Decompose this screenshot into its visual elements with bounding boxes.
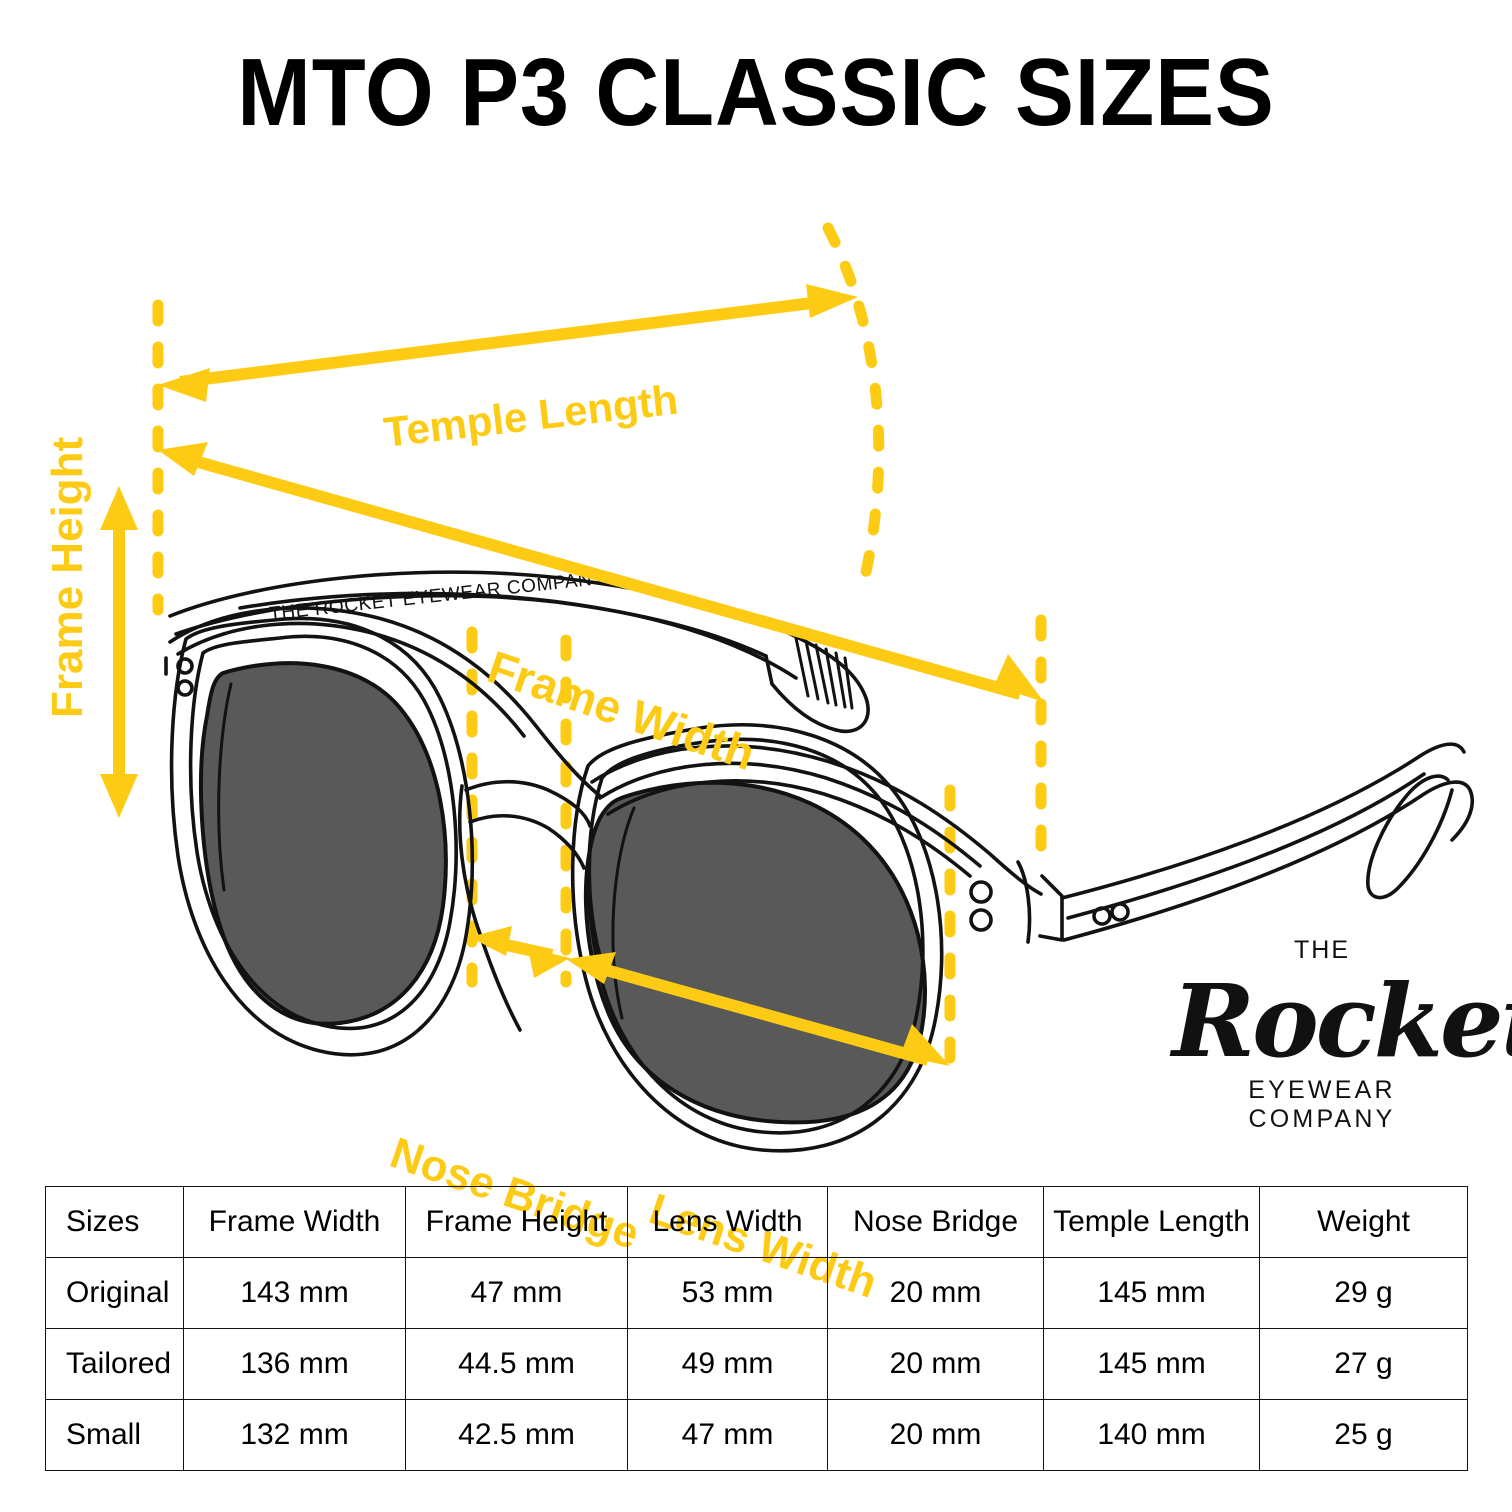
cell-nose-bridge: 20 mm [827, 1257, 1044, 1329]
left-temple-tip [764, 630, 870, 734]
frame-width-arrow-shaft [182, 452, 1022, 700]
nose-bridge-left-edge [457, 784, 522, 1032]
frame-brow-right-inner [598, 761, 982, 868]
cell-temple-length: 145 mm [1043, 1257, 1260, 1329]
temple-length-arrowhead-left [158, 368, 210, 402]
column-header-weight: Weight [1259, 1186, 1468, 1258]
frame-brow-left-inner [176, 621, 526, 738]
right-endpiece [1038, 874, 1064, 942]
left-temple-spine [238, 591, 798, 680]
left-rivet-top [176, 657, 194, 675]
left-temple-grip-lines [794, 636, 854, 710]
right-temple-spine [1066, 772, 1426, 920]
cell-size-name: Tailored [45, 1328, 184, 1400]
cell-frame-height: 42.5 mm [405, 1399, 628, 1471]
cell-frame-width: 143 mm [183, 1257, 406, 1329]
measurement-arrows [100, 284, 1044, 1066]
logo-subtitle: EYEWEAR COMPANY [1248, 1076, 1396, 1133]
column-header-temple-length: Temple Length [1043, 1186, 1260, 1258]
left-frame-rim-inner [188, 634, 458, 1031]
label-frame-height: Frame Height [43, 436, 92, 718]
cell-weight: 27 g [1259, 1328, 1468, 1400]
right-frame-rim [570, 723, 944, 1153]
cell-size-name: Small [45, 1399, 184, 1471]
size-spec-table: Sizes Frame Width Frame Height Lens Widt… [45, 1186, 1468, 1471]
table-row: Original 143 mm 47 mm 53 mm 20 mm 145 mm… [45, 1257, 1468, 1329]
left-rivet-bottom [176, 679, 194, 697]
cell-lens-width: 53 mm [627, 1257, 828, 1329]
frame-width-arrowhead-right [994, 654, 1044, 702]
sunglasses-measurement-diagram: THE ROCKET EYEWEAR COMPANY [0, 150, 1512, 1308]
right-lens [583, 780, 927, 1125]
lens-width-arrowhead-right [900, 1024, 950, 1066]
cell-frame-width: 136 mm [183, 1328, 406, 1400]
frame-width-arrowhead-left [158, 442, 208, 476]
table-row: Tailored 136 mm 44.5 mm 49 mm 20 mm 145 … [45, 1328, 1468, 1400]
column-header-sizes: Sizes [45, 1186, 184, 1258]
nose-bridge [464, 779, 592, 828]
cell-frame-width: 132 mm [183, 1399, 406, 1471]
table-row: Small 132 mm 42.5 mm 47 mm 20 mm 140 mm … [45, 1399, 1468, 1471]
nose-bridge-lower [468, 813, 586, 870]
frame-brow-right-inner2 [606, 779, 972, 878]
cell-lens-width: 47 mm [627, 1399, 828, 1471]
lens-width-arrow-shaft [586, 959, 930, 1066]
column-header-lens-width: Lens Width [627, 1186, 828, 1258]
cell-nose-bridge: 20 mm [827, 1328, 1044, 1400]
temple-length-arrowhead-right [806, 284, 858, 318]
cell-weight: 29 g [1259, 1257, 1468, 1329]
column-header-frame-width: Frame Width [183, 1186, 406, 1258]
frame-height-arrowhead-top [100, 486, 138, 530]
right-temple-top [1060, 742, 1466, 900]
lens-width-arrowhead-left [566, 952, 616, 984]
left-frame-rim [169, 616, 475, 1057]
column-header-frame-height: Frame Height [405, 1186, 628, 1258]
brand-logo: THE Rocket EYEWEAR COMPANY [1172, 936, 1512, 1134]
right-lens-highlight [611, 806, 636, 1020]
cell-nose-bridge: 20 mm [827, 1399, 1044, 1471]
frame-brow-right [590, 744, 1043, 896]
cell-frame-height: 44.5 mm [405, 1328, 628, 1400]
left-lens [199, 661, 448, 1026]
measurement-guides [152, 222, 1047, 1088]
logo-the-text: THE [1294, 936, 1350, 964]
right-temple-bottom [1062, 780, 1475, 942]
logo-wordmark: Rocket [1172, 962, 1512, 1080]
table-header-row: Sizes Frame Width Frame Height Lens Widt… [45, 1186, 1468, 1258]
page-title: MTO P3 CLASSIC SIZES [237, 39, 1275, 146]
temple-length-arrow-shaft [179, 294, 837, 388]
nose-bridge-arrowhead-right [528, 948, 570, 978]
guide-temple-arc [822, 222, 885, 578]
cell-lens-width: 49 mm [627, 1328, 828, 1400]
right-temple-rivet-2 [1110, 902, 1130, 922]
right-temple-hook [1366, 774, 1454, 900]
nose-bridge-arrowhead-left [470, 926, 512, 956]
cell-temple-length: 145 mm [1043, 1328, 1260, 1400]
frame-height-arrowhead-bottom [100, 774, 138, 818]
cell-temple-length: 140 mm [1043, 1399, 1260, 1471]
right-rivet-bottom [969, 908, 993, 932]
left-lens-highlight [217, 682, 233, 892]
sunglasses-illustration [164, 570, 1475, 1153]
frame-brow-left [168, 606, 602, 798]
column-header-nose-bridge: Nose Bridge [827, 1186, 1044, 1258]
cell-frame-height: 47 mm [405, 1257, 628, 1329]
right-temple-rivet-1 [1092, 906, 1112, 926]
right-endpiece-inner [1016, 860, 1032, 944]
cell-size-name: Original [45, 1257, 184, 1329]
right-rivet-top [969, 880, 993, 904]
cell-weight: 25 g [1259, 1399, 1468, 1471]
